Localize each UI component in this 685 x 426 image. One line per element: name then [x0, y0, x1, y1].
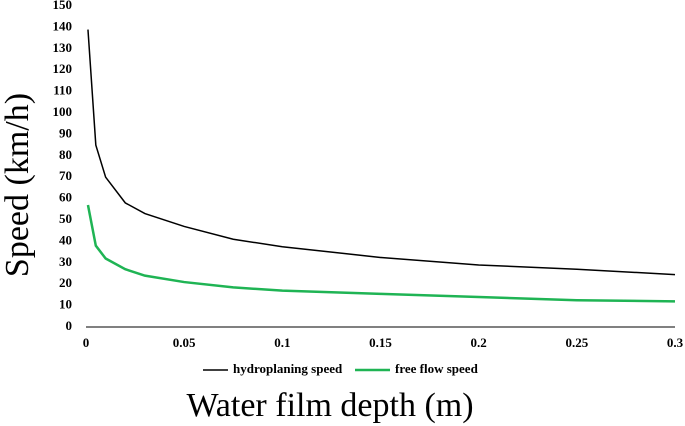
y-tick-label: 10 — [59, 297, 72, 312]
series-line — [86, 204, 676, 303]
x-tick-label: 0.05 — [173, 335, 196, 350]
y-tick-label: 150 — [53, 0, 73, 12]
y-tick-label: 70 — [59, 168, 72, 183]
legend-label: free flow speed — [395, 361, 479, 376]
x-axis-title: Water film depth (m) — [186, 387, 473, 424]
x-tick-label: 0 — [83, 335, 90, 350]
x-tick-label: 0.25 — [565, 335, 588, 350]
y-tick-label: 100 — [53, 104, 73, 119]
y-tick-label: 110 — [53, 83, 72, 98]
x-tick-label: 0.2 — [471, 335, 487, 350]
x-tick-label: 0.1 — [274, 335, 290, 350]
y-tick-label: 80 — [59, 147, 72, 162]
legend-label: hydroplaning speed — [233, 361, 343, 376]
y-tick-label: 60 — [59, 190, 72, 205]
y-tick-label: 20 — [59, 275, 72, 290]
y-tick-label: 130 — [53, 40, 73, 55]
y-tick-label: 40 — [59, 232, 72, 247]
y-tick-label: 120 — [53, 61, 73, 76]
y-axis-title: Speed (km/h) — [0, 93, 36, 277]
y-tick-label: 0 — [66, 318, 73, 333]
x-tick-label: 0.3 — [667, 335, 684, 350]
y-tick-label: 140 — [53, 18, 73, 33]
y-tick-label: 50 — [59, 211, 72, 226]
y-tick-label: 90 — [59, 125, 72, 140]
y-tick-label: 30 — [59, 254, 72, 269]
series-line — [87, 29, 676, 276]
x-tick-label: 0.15 — [369, 335, 392, 350]
